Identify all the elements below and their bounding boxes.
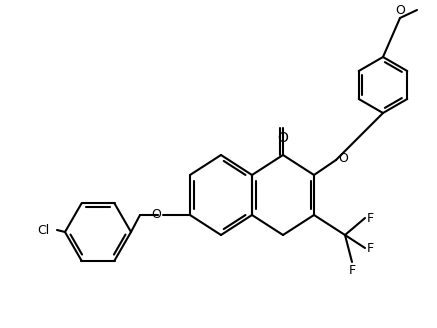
Text: O: O bbox=[395, 4, 405, 17]
Text: F: F bbox=[367, 241, 374, 255]
Text: F: F bbox=[367, 212, 374, 224]
Text: O: O bbox=[338, 153, 348, 166]
Text: O: O bbox=[277, 131, 288, 145]
Text: Cl: Cl bbox=[37, 223, 49, 236]
Text: O: O bbox=[151, 209, 161, 221]
Text: F: F bbox=[348, 264, 356, 277]
